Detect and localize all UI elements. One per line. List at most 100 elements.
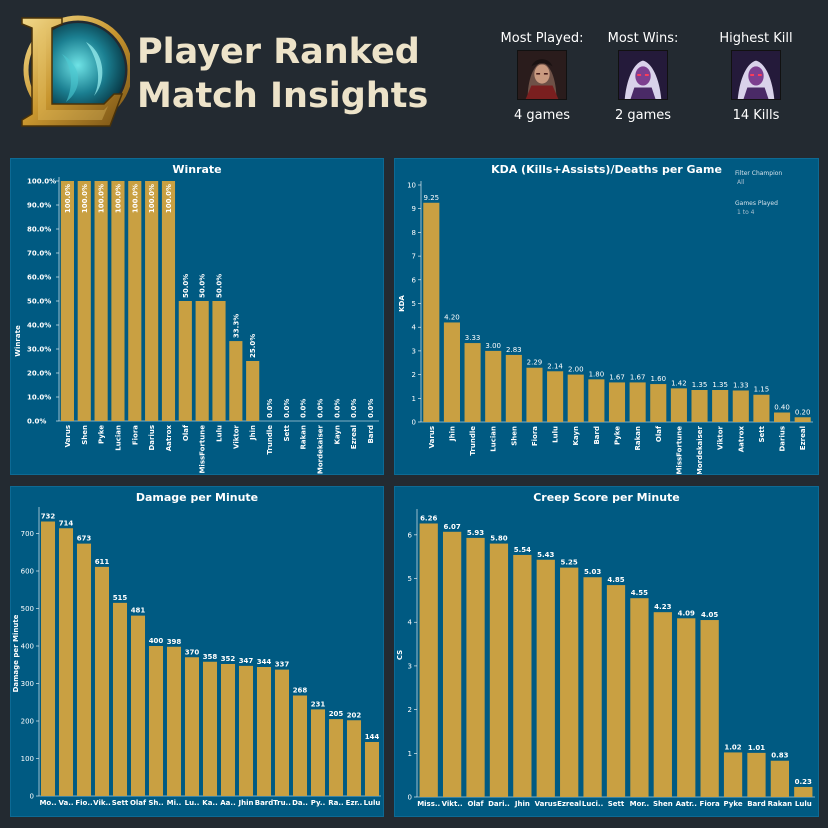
- stat-highest-kill-game: Highest Kill Game: 14 Kills: [696, 30, 816, 123]
- x-tick-label: Ra..: [328, 799, 343, 807]
- dashboard-title: Player Ranked Match Insights: [137, 30, 428, 118]
- x-tick-label: Lucian: [114, 425, 122, 451]
- x-tick-label: Pyke: [614, 426, 622, 445]
- data-label: 5.03: [584, 568, 601, 576]
- bar: [732, 390, 749, 422]
- data-label: 481: [131, 607, 146, 615]
- title-line-1: Player Ranked: [137, 32, 420, 72]
- data-label: 4.05: [701, 611, 718, 619]
- y-tick-label: 400: [21, 643, 34, 651]
- y-tick-label: 2: [408, 706, 412, 714]
- data-label: 1.15: [754, 386, 770, 394]
- chart-title: KDA (Kills+Assists)/Deaths per Game: [491, 163, 722, 176]
- y-tick-label: 700: [21, 530, 34, 538]
- bar: [195, 301, 209, 421]
- chart-title: Damage per Minute: [136, 491, 258, 504]
- data-label: 100.0%: [81, 184, 89, 213]
- data-label: 0.0%: [333, 399, 341, 418]
- data-label: 2.00: [568, 366, 584, 374]
- data-label: 5.93: [467, 529, 484, 537]
- data-label: 268: [293, 687, 308, 695]
- y-tick-label: 600: [21, 568, 34, 576]
- bar: [364, 742, 380, 796]
- data-label: 2.29: [527, 359, 543, 367]
- data-label: 0.0%: [317, 399, 325, 418]
- x-tick-label: Shen: [653, 800, 673, 808]
- data-label: 0.0%: [350, 399, 358, 418]
- data-label: 202: [347, 711, 362, 719]
- x-tick-label: MissFortune: [199, 425, 207, 474]
- x-tick-label: Mordekaiser: [317, 424, 325, 474]
- bar: [466, 537, 485, 797]
- x-tick-label: Miss..: [417, 800, 440, 808]
- bar: [111, 181, 125, 421]
- x-tick-label: Vikt..: [442, 800, 463, 808]
- winrate-chart-panel: Winrate Winrate 0.0% 10.0% 20.0% 30.0% 40.0% 50…: [10, 158, 384, 475]
- x-tick-label: Fiora: [700, 800, 720, 808]
- x-tick-label: Mi..: [167, 799, 182, 807]
- data-label: 2.83: [506, 346, 522, 354]
- kda-chart: KDA (Kills+Assists)/Deaths per Game KDA 0 1…: [398, 163, 813, 474]
- bar: [128, 181, 142, 421]
- data-label: 1.67: [630, 373, 646, 381]
- y-tick-label: 40.0%: [27, 322, 51, 330]
- x-tick-label: Lulu: [795, 800, 812, 808]
- bar: [60, 181, 74, 421]
- data-label: 515: [113, 594, 128, 602]
- data-label: 4.23: [654, 603, 671, 611]
- data-label: 0.40: [774, 404, 790, 412]
- x-tick-label: Fiora: [531, 426, 539, 446]
- bar: [256, 667, 272, 796]
- y-tick-label: 200: [21, 718, 34, 726]
- x-tick-label: Viktor: [232, 424, 240, 449]
- x-tick-label: Aa..: [220, 799, 235, 807]
- data-label: 347: [239, 657, 254, 665]
- x-tick-label: Rakan: [300, 425, 308, 449]
- data-label: 2.14: [547, 362, 563, 370]
- y-tick-label: 60.0%: [27, 274, 51, 282]
- bar: [670, 388, 687, 422]
- bar: [489, 543, 509, 797]
- data-label: 1.60: [650, 375, 666, 383]
- data-label: 3.00: [485, 342, 501, 350]
- bar: [712, 390, 729, 422]
- stat-value: 14 Kills: [732, 108, 780, 123]
- data-label: 400: [149, 637, 164, 645]
- bar: [583, 577, 602, 797]
- x-tick-label: Ezreal: [557, 800, 581, 808]
- bar: [547, 371, 564, 422]
- bar: [650, 384, 667, 422]
- x-tick-label: Lu..: [185, 799, 200, 807]
- bar: [112, 602, 128, 796]
- y-axis-label: Winrate: [14, 325, 22, 357]
- data-label: 1.35: [692, 381, 708, 389]
- x-tick-label: Luci..: [582, 800, 603, 808]
- x-tick-label: Trundle: [469, 426, 477, 456]
- bar: [145, 181, 159, 421]
- y-tick-label: 3: [412, 347, 416, 355]
- x-tick-label: Olaf: [182, 424, 190, 441]
- x-tick-label: Jhin: [238, 799, 254, 807]
- filter-champion-value[interactable]: All: [737, 179, 745, 186]
- data-label: 25.0%: [249, 334, 257, 358]
- y-tick-label: 100.0%: [27, 178, 56, 186]
- x-tick-label: Sett: [608, 800, 625, 808]
- y-tick-label: 300: [21, 680, 34, 688]
- x-tick-label: Trundle: [266, 425, 274, 455]
- bar: [148, 646, 164, 796]
- bar: [513, 554, 532, 797]
- y-tick-label: 1: [412, 395, 416, 403]
- kda-chart-panel: KDA (Kills+Assists)/Deaths per Game KDA 0 1…: [394, 158, 819, 475]
- x-tick-label: Bard: [593, 426, 601, 445]
- winrate-chart: Winrate Winrate 0.0% 10.0% 20.0% 30.0% 40.0% 50…: [14, 163, 379, 474]
- damage-chart-panel: Damage per Minute Damage per Minute 0 100 20…: [10, 486, 384, 817]
- x-tick-label: Kayn: [333, 425, 341, 444]
- x-tick-label: Sett: [758, 425, 766, 442]
- y-axis-label: KDA: [398, 295, 406, 312]
- x-tick-label: Py..: [311, 799, 326, 807]
- filter-games-played-value[interactable]: 1 to 4: [737, 209, 755, 216]
- bar: [677, 618, 696, 797]
- x-tick-label: Ezr..: [346, 799, 363, 807]
- cs-chart-panel: Creep Score per Minute CS 0 1 2 3 4 5 6 6.26 Miss.…: [394, 486, 819, 817]
- data-label: 100.0%: [98, 184, 106, 213]
